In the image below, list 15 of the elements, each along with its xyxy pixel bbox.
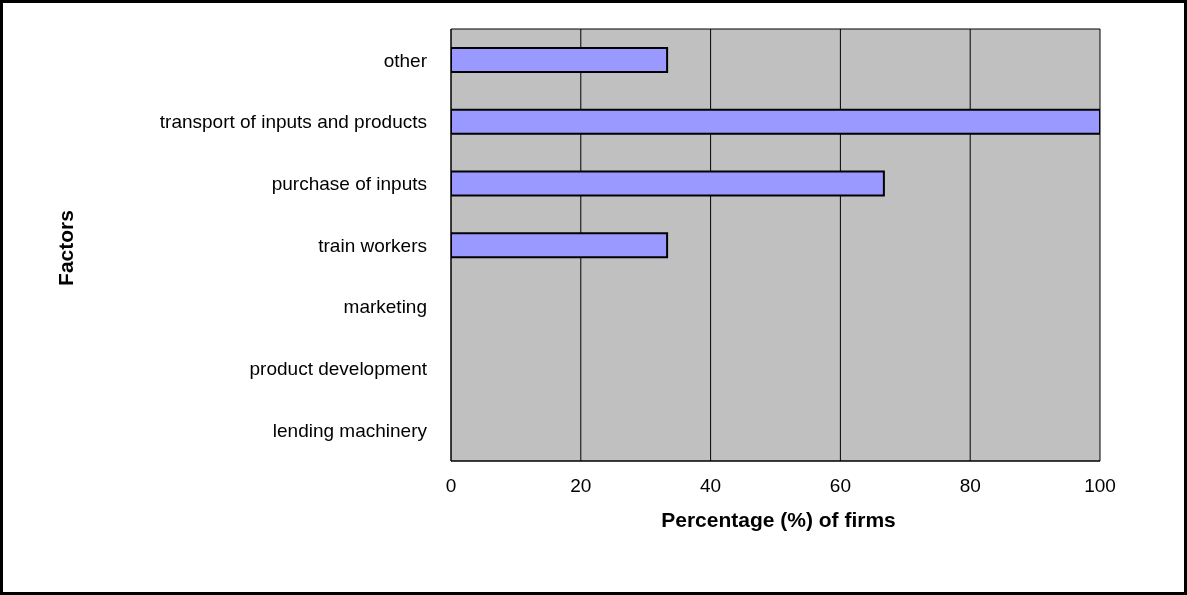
y-tick-label: transport of inputs and products bbox=[159, 111, 427, 133]
x-tick-label: 20 bbox=[570, 475, 592, 497]
x-tick-label: 80 bbox=[959, 475, 981, 497]
x-tick-label: 0 bbox=[445, 475, 457, 497]
y-tick-label: purchase of inputs bbox=[271, 173, 427, 195]
y-tick-label: lending machinery bbox=[272, 419, 428, 441]
y-tick-label: marketing bbox=[343, 296, 427, 318]
y-axis-title: Factors bbox=[54, 210, 78, 286]
y-tick-label: train workers bbox=[318, 234, 427, 256]
x-tick-label: 40 bbox=[700, 475, 722, 497]
x-axis-title: Percentage (%) of firms bbox=[660, 508, 897, 532]
x-tick-label: 60 bbox=[829, 475, 851, 497]
y-tick-label: other bbox=[383, 49, 428, 71]
y-tick-label: product development bbox=[249, 358, 428, 380]
x-tick-label: 100 bbox=[1084, 475, 1116, 497]
